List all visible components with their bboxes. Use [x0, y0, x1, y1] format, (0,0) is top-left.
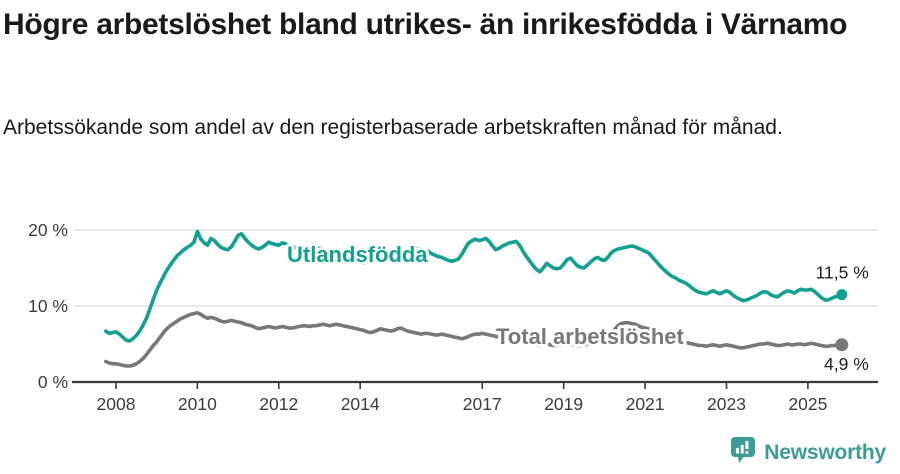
y-tick-label: 10 % [28, 296, 68, 316]
total-arbetsloshet-end-dot [835, 338, 849, 352]
x-tick-label: 2017 [463, 394, 502, 414]
total-arbetsloshet-line [104, 311, 844, 368]
x-tick-label: 2021 [626, 394, 665, 414]
gridlines [74, 229, 878, 307]
x-tick-label: 2012 [259, 394, 298, 414]
x-tick-label: 2023 [707, 394, 746, 414]
x-tick-label: 2008 [97, 394, 136, 414]
utlandsfodda-series-label: Utlandsfödda [287, 242, 428, 267]
chart-subtitle: Arbetssökande som andel av den registerb… [3, 116, 783, 139]
series-labels: Utlandsfödda 11,5 % Total arbetslöshet 4,9 … [284, 239, 869, 374]
total-arbetsloshet-end-value-label: 4,9 % [824, 354, 869, 374]
x-tick-label: 2014 [341, 394, 380, 414]
y-tick-label: 20 % [28, 220, 68, 240]
newsworthy-wordmark: Newsworthy [764, 440, 886, 464]
series-lines [104, 229, 849, 368]
utlandsfodda-end-value-label: 11,5 % [816, 263, 869, 283]
x-tick-label: 2025 [788, 394, 827, 414]
utlandsfodda-line [104, 229, 844, 343]
axes: 0 % 10 % 20 % 2008 2010 2012 2014 2017 2019 2021 2… [28, 220, 878, 414]
x-tick-label: 2019 [544, 394, 583, 414]
chart-canvas: 0 % 10 % 20 % 2008 2010 2012 2014 2017 2019 2021 2… [28, 220, 878, 414]
speech-bubble-bar-chart-icon [730, 436, 756, 469]
newsworthy-logo: Newsworthy [730, 436, 886, 469]
line-chart: 0 % 10 % 20 % 2008 2010 2012 2014 2017 2019 2021 2… [0, 203, 900, 418]
chart-title: Högre arbetslöshet bland utrikes- än inr… [3, 8, 848, 41]
total-arbetsloshet-series-label: Total arbetslöshet [496, 324, 685, 349]
x-tick-label: 2010 [178, 394, 217, 414]
y-tick-label: 0 % [38, 372, 68, 392]
utlandsfodda-end-dot [836, 289, 848, 301]
